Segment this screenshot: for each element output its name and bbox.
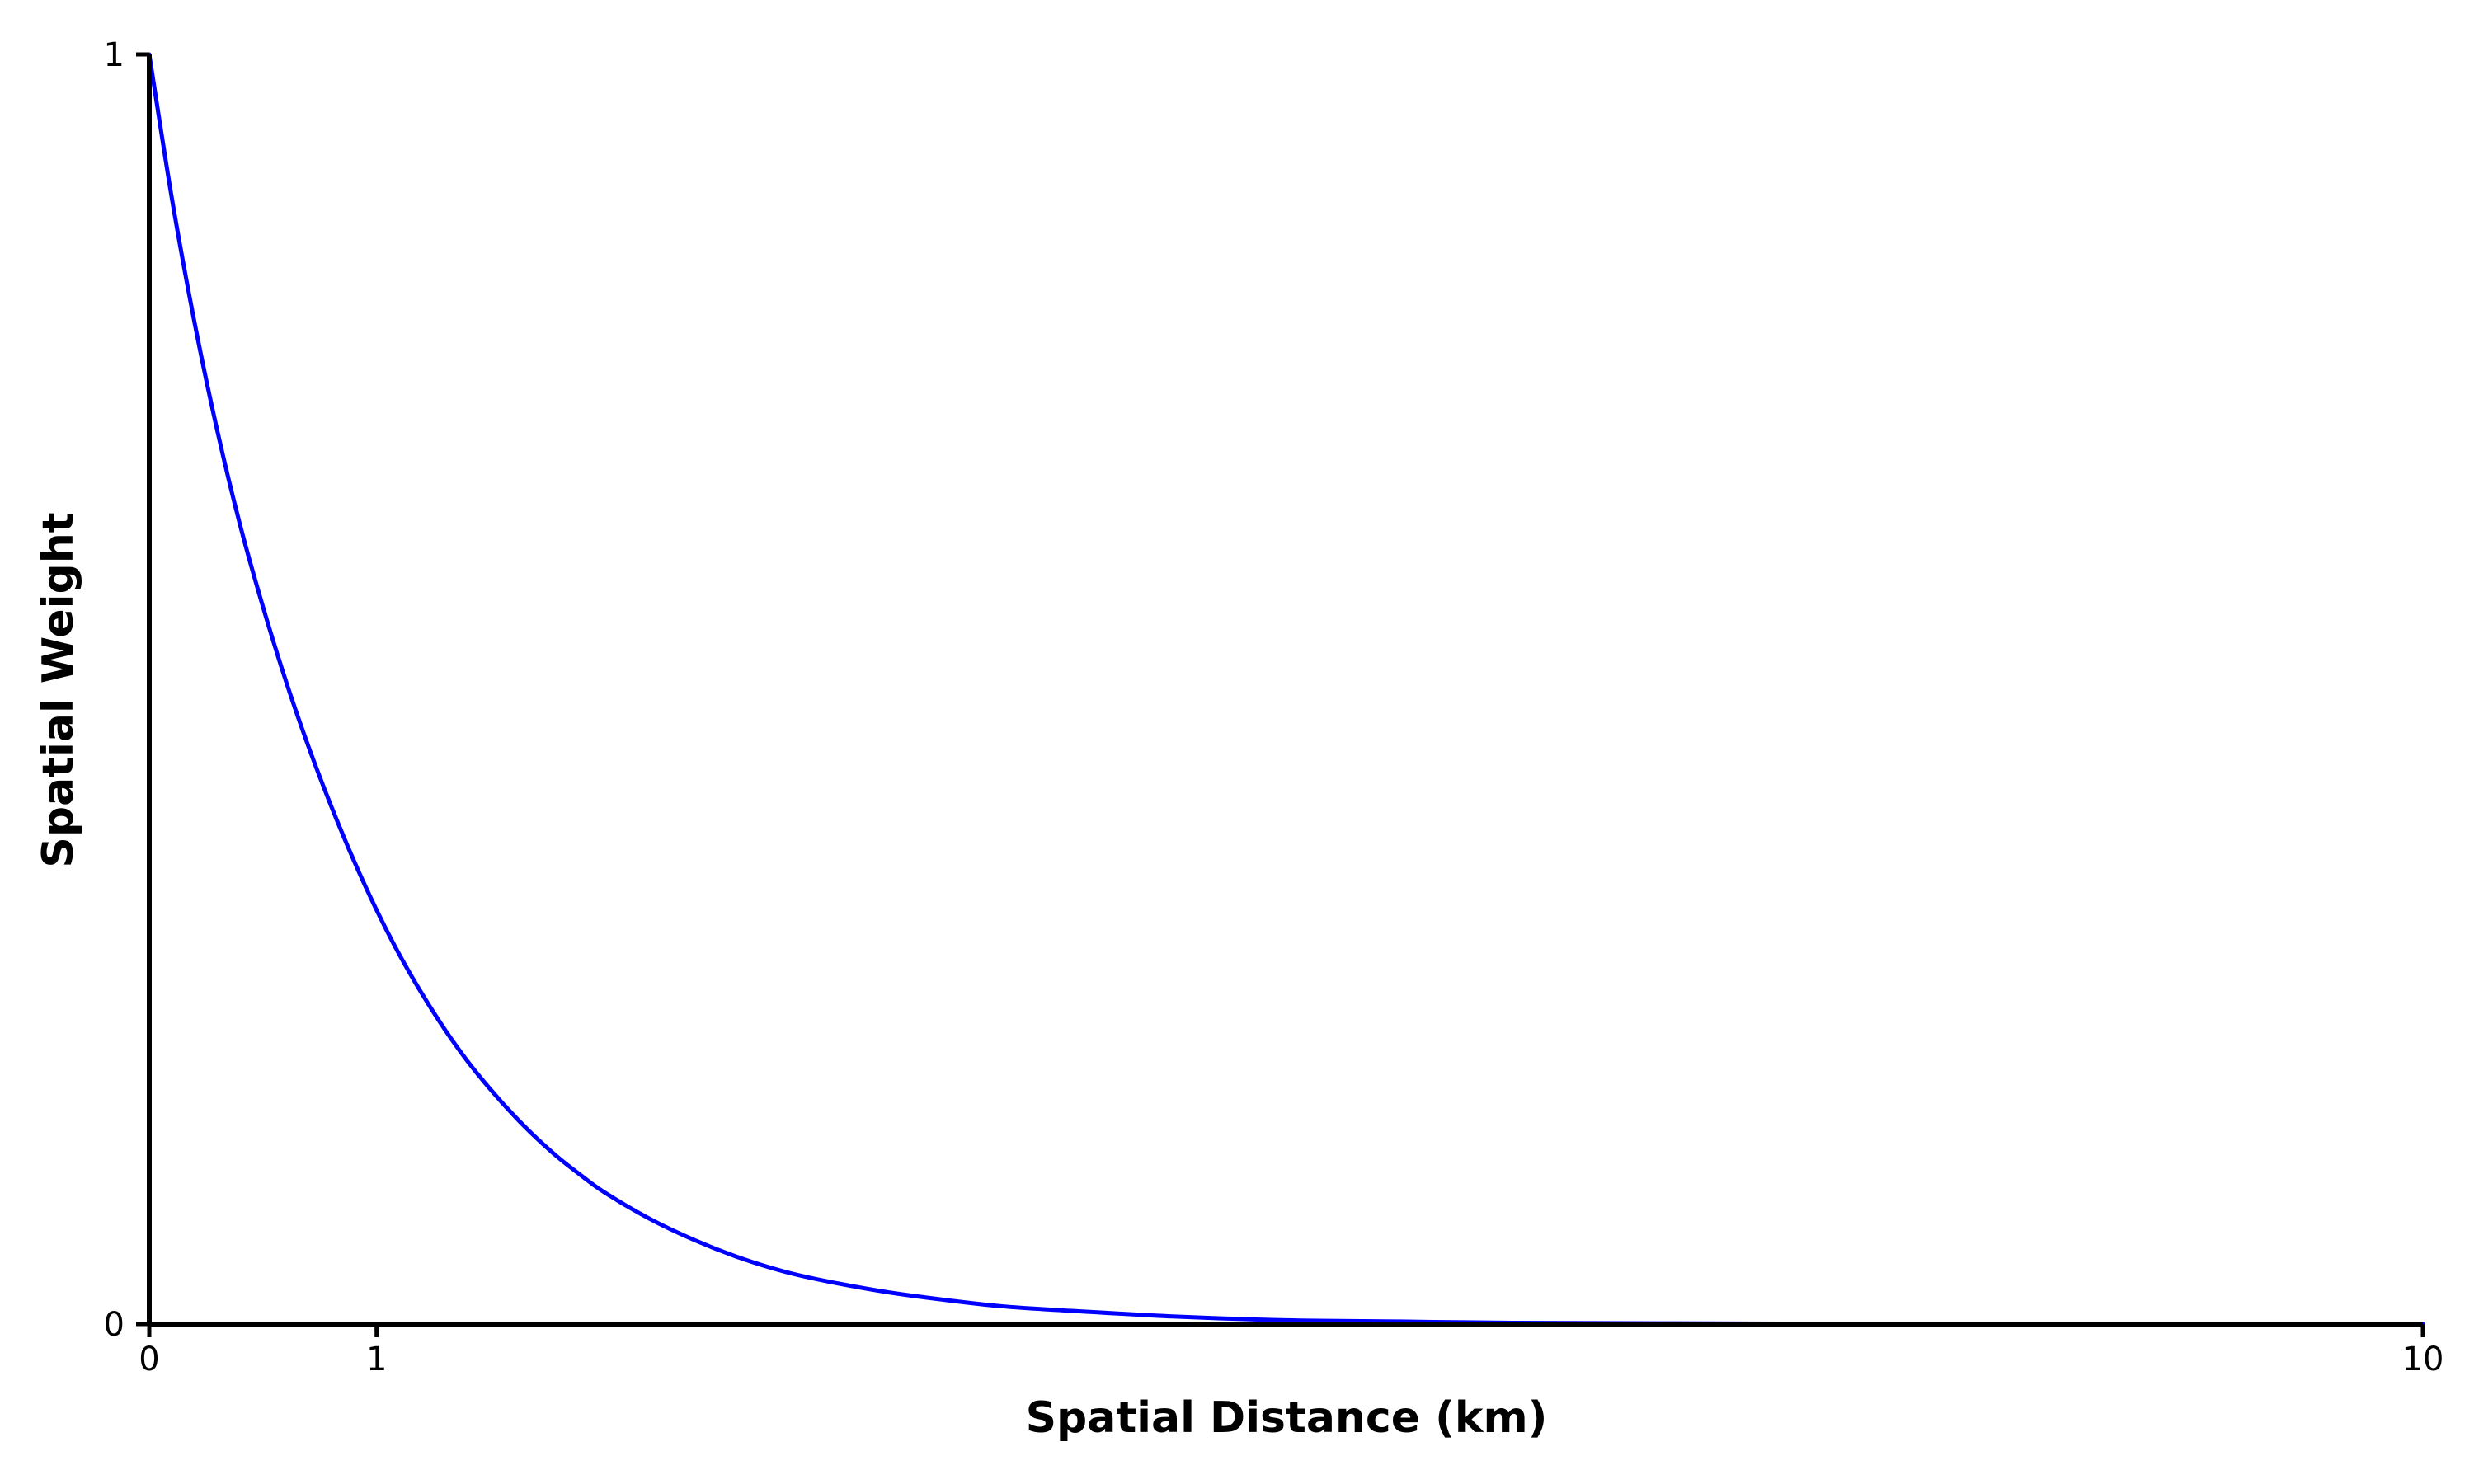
y-ticks: 01 (104, 36, 149, 1344)
y-axis-title: Spatial Weight (34, 512, 83, 867)
x-axis-title: Spatial Distance (km) (1026, 1393, 1548, 1443)
series-line-spatial-weight (147, 52, 2425, 1327)
y-tick-label: 0 (104, 1306, 125, 1344)
x-tick-label: 1 (366, 1341, 387, 1378)
x-tick-label: 0 (139, 1341, 159, 1378)
y-tick-label: 1 (104, 36, 125, 74)
x-tick-label: 10 (2402, 1341, 2444, 1378)
x-ticks: 0 1 10 (139, 1324, 2443, 1378)
